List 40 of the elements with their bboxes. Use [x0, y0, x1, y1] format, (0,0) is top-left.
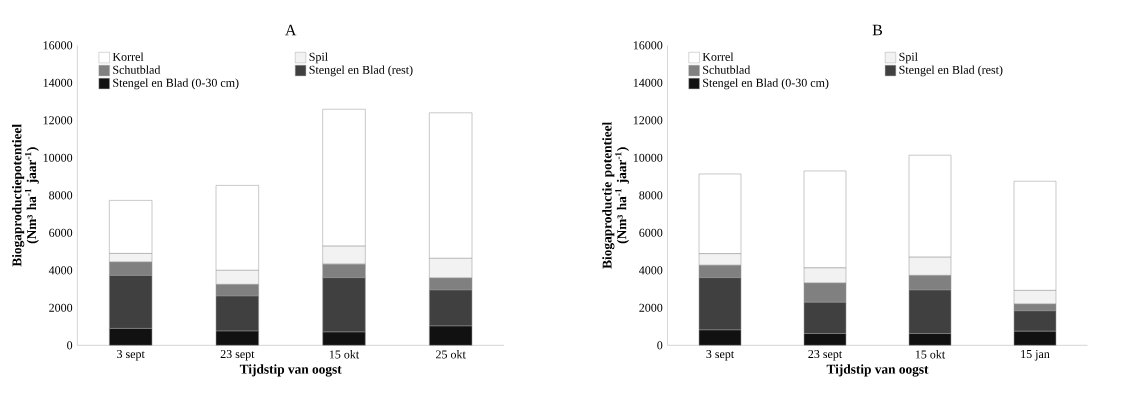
legend-label: Korrel [702, 52, 734, 61]
chart-title: B [872, 24, 883, 36]
y-tick-label: 16000 [43, 41, 73, 50]
y-tick-label: 12000 [633, 116, 663, 125]
legend-label: Stengel en Blad (0-30 cm) [703, 78, 829, 90]
x-axis-title: Tijdstip van oogst [826, 364, 929, 377]
y-tick-label: 4000 [48, 266, 73, 275]
legend-label: Korrel [112, 52, 144, 61]
y-tick-label: 16000 [633, 41, 663, 50]
y-tick-label: 10000 [43, 153, 73, 162]
legend-label: Stengel en Blad (rest) [309, 65, 413, 77]
x-tick-label: 15 okt [329, 350, 360, 359]
y-tick-label: 0 [657, 341, 663, 350]
y-tick-label: 10000 [633, 153, 663, 162]
y-tick-label: 6000 [639, 228, 663, 237]
y-tick-label: 14000 [43, 78, 73, 87]
legend-label: Schutblad [113, 65, 161, 74]
y-tick-label: 8000 [639, 191, 663, 200]
chart-title: A [285, 24, 297, 36]
legend-label: Stengel en Blad (0-30 cm) [113, 78, 239, 90]
x-tick-label: 3 sept [706, 350, 735, 361]
legend-label: Spil [309, 52, 328, 64]
y-tick-label: 2000 [639, 303, 663, 312]
y-tick-label: 4000 [639, 266, 663, 275]
x-tick-label: 3 sept [117, 350, 145, 361]
legend-label: Stengel en Blad (rest) [899, 65, 1003, 77]
x-tick-label: 25 okt [436, 350, 466, 359]
y-tick-label: 8000 [49, 191, 73, 200]
x-tick-label: 15 okt [915, 350, 946, 359]
y-tick-label: 0 [67, 341, 73, 350]
y-tick-label: 12000 [43, 116, 73, 125]
legend-label: Spil [899, 52, 918, 64]
y-tick-label: 2000 [49, 303, 73, 312]
y-tick-label: 14000 [633, 78, 663, 87]
x-tick-label: 15 jan [1021, 350, 1050, 361]
y-tick-label: 6000 [49, 228, 73, 237]
x-tick-label: 23 sept [808, 350, 843, 361]
x-axis-title: Tijdstip van oogst [239, 364, 342, 377]
legend-label: Schutblad [703, 65, 751, 74]
x-tick-label: 23 sept [220, 350, 255, 361]
